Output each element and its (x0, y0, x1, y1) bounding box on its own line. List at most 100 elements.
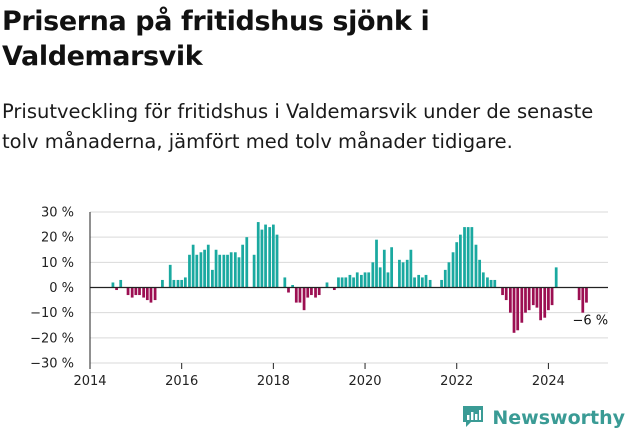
y-tick-label: −20 % (30, 331, 74, 346)
x-tick-label: 2018 (257, 374, 290, 386)
bar (306, 287, 310, 298)
bar (355, 272, 359, 288)
x-axis: 2014 2016 2018 2020 2022 2024 (73, 212, 565, 386)
bar (233, 252, 237, 288)
bar (401, 262, 405, 288)
bar (138, 287, 141, 296)
bar (478, 259, 482, 288)
bar (172, 279, 176, 288)
bar (455, 242, 459, 288)
bar (371, 262, 375, 288)
bar (398, 259, 401, 288)
bar (577, 287, 581, 301)
bar (386, 272, 390, 288)
bar (222, 254, 226, 288)
bar (348, 274, 352, 288)
x-tick-label: 2014 (73, 374, 106, 386)
bar-series (111, 222, 588, 333)
bar (524, 287, 527, 313)
bar (218, 254, 222, 288)
bar (206, 244, 210, 288)
x-tick-label: 2022 (440, 374, 473, 386)
grid-lines (90, 211, 608, 364)
bar (527, 287, 531, 311)
bar (428, 279, 432, 288)
bar (191, 244, 195, 288)
x-tick-label: 2024 (532, 374, 565, 386)
bar (211, 269, 214, 288)
bar (390, 247, 394, 288)
bar (161, 279, 164, 288)
bar (489, 279, 493, 288)
x-tick-label: 2020 (348, 374, 381, 386)
bar (310, 287, 313, 296)
bar (516, 287, 520, 331)
bar (256, 222, 260, 288)
bar (493, 279, 497, 288)
chart-subtitle: Prisutveckling för fritidshus i Valdemar… (2, 100, 594, 153)
newsworthy-logo-icon (460, 403, 486, 433)
bar (317, 287, 321, 296)
bar (405, 259, 409, 288)
bar (554, 267, 558, 288)
bar (463, 227, 466, 288)
bar (294, 287, 298, 303)
bar (314, 287, 317, 298)
bar (149, 287, 153, 303)
bar (520, 287, 524, 323)
bar (188, 254, 191, 288)
bar (531, 287, 535, 306)
bar (287, 287, 290, 293)
bar (443, 269, 447, 288)
chart-title: Priserna på fritidshus sjönk i Valdemars… (2, 6, 430, 72)
bar (585, 287, 588, 303)
y-tick-label: −30 % (30, 357, 74, 372)
bar (119, 279, 123, 288)
bar (291, 284, 294, 288)
bar (153, 287, 157, 301)
bar (378, 267, 382, 288)
bar (360, 274, 363, 288)
bar (264, 224, 267, 288)
bar (260, 229, 264, 288)
bar (470, 227, 474, 288)
bar (581, 287, 585, 313)
bar (486, 277, 489, 288)
bar (283, 277, 287, 288)
bar (142, 287, 146, 298)
bar (535, 287, 539, 308)
y-axis: 30 % 20 % 10 % 0 % −10 % −20 % −30 % (30, 206, 74, 372)
bar (352, 277, 355, 288)
bar (203, 249, 206, 288)
bar (501, 287, 504, 296)
bar (543, 287, 547, 318)
brand[interactable]: Newsworthy (460, 403, 625, 433)
bar (382, 249, 386, 288)
bar (226, 254, 229, 288)
bar (512, 287, 516, 333)
bar (424, 274, 428, 288)
y-tick-label: 10 % (41, 256, 74, 271)
bar (241, 244, 245, 288)
bar (237, 257, 241, 288)
bar (413, 277, 416, 288)
y-tick-label: 30 % (41, 206, 74, 221)
bar (451, 252, 455, 288)
bar (337, 277, 340, 288)
bar (420, 277, 424, 288)
y-tick-label: 20 % (41, 231, 74, 246)
bar (508, 287, 512, 313)
bar (417, 274, 421, 288)
bar (115, 287, 118, 291)
y-tick-label: 0 % (49, 281, 74, 296)
bar (466, 227, 470, 288)
bar (363, 272, 367, 288)
bar (111, 282, 115, 288)
bar (504, 287, 508, 301)
bar (195, 254, 199, 288)
bar (298, 287, 302, 303)
bar (459, 234, 462, 288)
bar (199, 252, 203, 288)
brand-name: Newsworthy (492, 407, 625, 429)
